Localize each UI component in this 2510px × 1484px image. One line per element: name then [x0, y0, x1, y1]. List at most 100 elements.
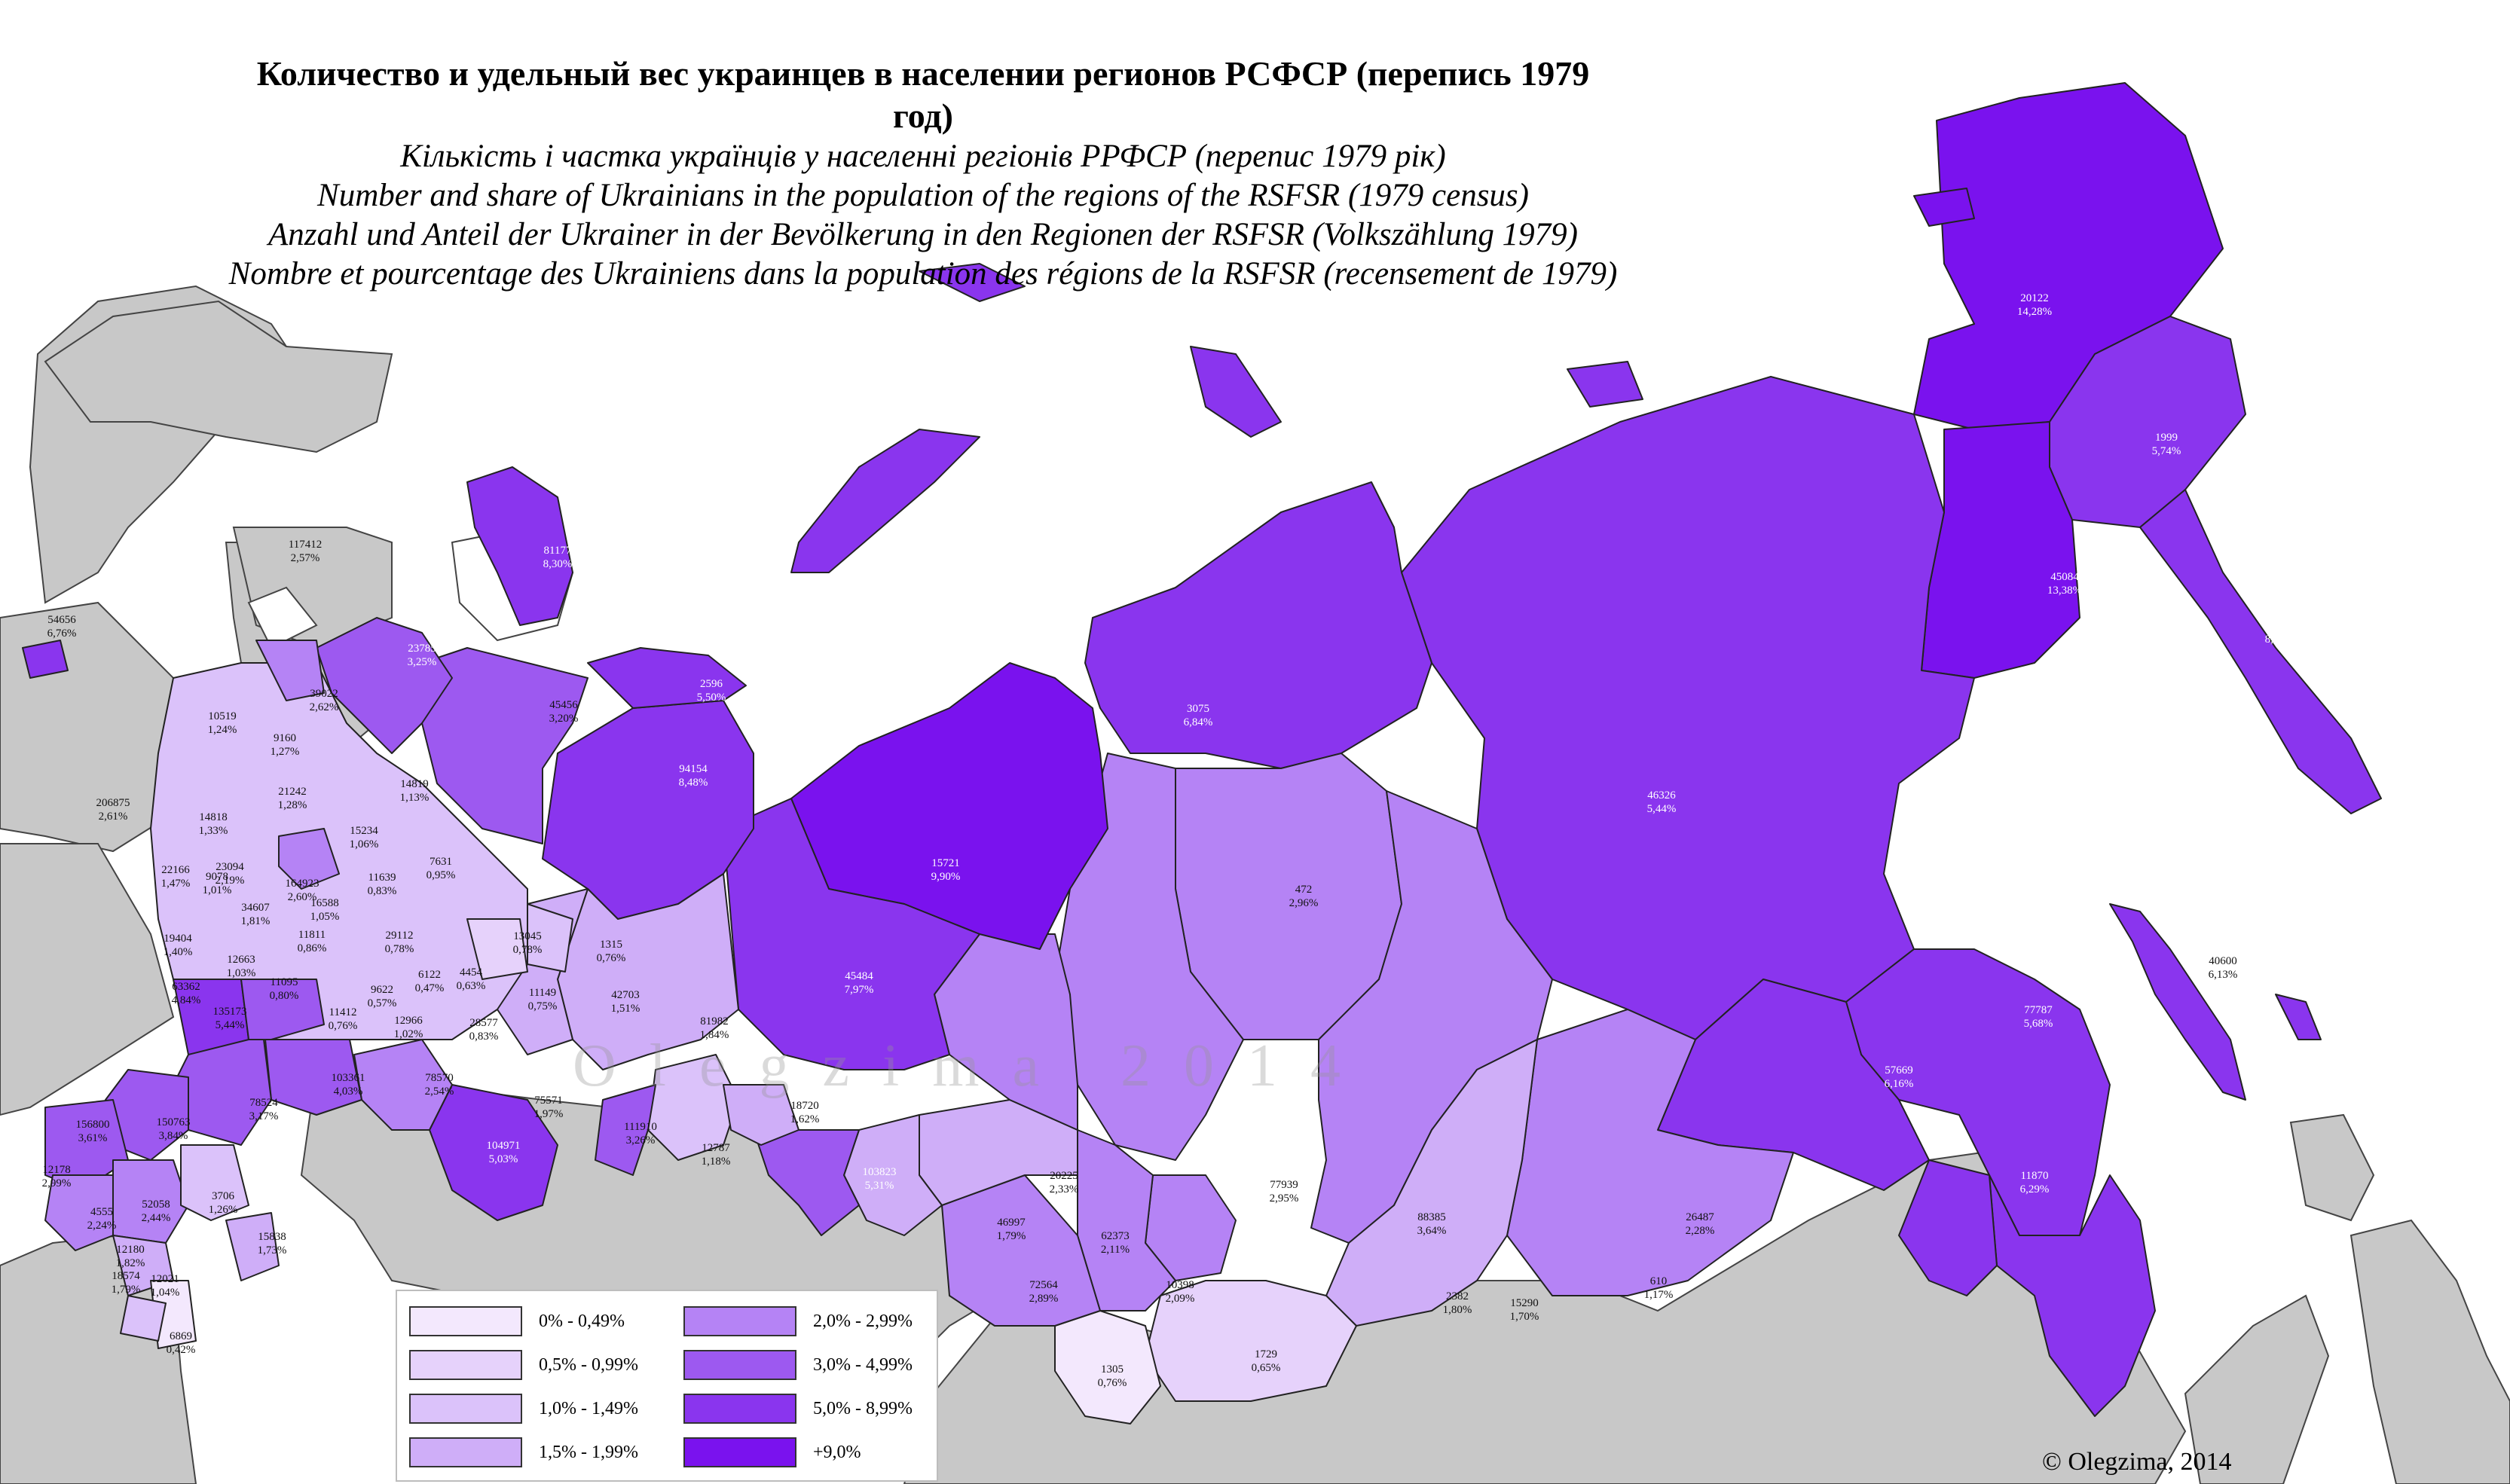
karelia-region [316, 617, 453, 754]
legend-item: 1,5% - 1,99% [409, 1436, 638, 1469]
region-count-label: 3075 [1187, 703, 1209, 715]
region-share-label: 0,80% [270, 990, 299, 1002]
severnaya-zemlya [1190, 346, 1282, 438]
north-caucasus-d [120, 1295, 167, 1342]
region-count-label: 28440 [2265, 620, 2294, 632]
region-share-label: 1,81% [241, 915, 271, 927]
region-share-label: 3,17% [249, 1110, 279, 1122]
magadan-ext [1845, 948, 2111, 1236]
region-count-label: 117412 [289, 539, 322, 551]
region-share-label: 6,16% [1885, 1078, 1914, 1090]
region-share-label: 9,90% [931, 871, 961, 883]
region-count-label: 9622 [371, 984, 393, 996]
tyumen-south-region [753, 1129, 860, 1236]
region-count-label: 15838 [258, 1231, 286, 1243]
novaya-zemlya [790, 429, 980, 573]
region-count-label: 2382 [1446, 1290, 1469, 1302]
udmurtia-region [527, 903, 573, 973]
new-siberian-islands [1567, 361, 1643, 408]
north-caucasus-a [44, 1174, 114, 1251]
region-count-label: 12787 [702, 1142, 730, 1154]
region-share-label: 1,79% [997, 1230, 1026, 1242]
title-ukrainian: Кількість і частка українців у населенні… [400, 139, 1446, 174]
khabarovsk-south-region [1989, 1174, 2156, 1417]
region-count-label: 40600 [2209, 955, 2237, 967]
arkhangelsk-region [421, 647, 589, 844]
region-count-label: 206875 [96, 797, 130, 809]
region-count-label: 1729 [1255, 1348, 1277, 1360]
region-share-label: 1,01% [203, 884, 232, 896]
legend-swatch [683, 1350, 796, 1380]
region-count-label: 62373 [1101, 1230, 1130, 1242]
region-count-label: 1315 [600, 939, 622, 951]
region-count-label: 111910 [624, 1121, 657, 1133]
watermark: Olegzima 2014 [573, 1033, 1374, 1099]
region-share-label: 1,06% [350, 838, 379, 850]
region-count-label: 4555 [90, 1206, 113, 1218]
region-count-label: 12178 [42, 1164, 71, 1176]
region-share-label: 2,62% [310, 701, 339, 713]
region-share-label: 1,73% [258, 1244, 287, 1257]
legend-item: 3,0% - 4,99% [683, 1348, 913, 1382]
region-share-label: 0,83% [368, 885, 397, 897]
region-count-label: 54656 [47, 614, 76, 626]
region-count-label: 11149 [529, 987, 556, 999]
region-count-label: 9160 [274, 732, 296, 744]
khanty-region [723, 798, 980, 1070]
taimyr-region [1084, 481, 1432, 769]
legend-label: +9,0% [813, 1442, 861, 1462]
region-share-label: 4,84% [172, 994, 201, 1006]
region-count-label: 88385 [1417, 1211, 1446, 1223]
leningrad-region [255, 640, 325, 701]
region-share-label: 2,28% [1686, 1225, 1715, 1237]
region-share-label: 1,02% [394, 1028, 423, 1040]
region-count-label: 103361 [332, 1072, 365, 1084]
region-count-label: 29112 [386, 930, 414, 942]
region-share-label: 3,61% [78, 1132, 108, 1144]
region-share-label: 3,64% [1417, 1225, 1447, 1237]
region-share-label: 1,97% [534, 1108, 564, 1120]
region-share-label: 6,76% [47, 627, 77, 640]
region-count-label: 15234 [350, 825, 378, 837]
region-share-label: 2,33% [1050, 1183, 1079, 1195]
region-share-label: 0,76% [1098, 1377, 1127, 1389]
legend-swatch [683, 1306, 796, 1336]
region-count-label: 104971 [487, 1140, 521, 1152]
region-count-label: 45484 [845, 970, 873, 982]
region-share-label: 1,80% [1443, 1304, 1472, 1316]
region-share-label: 0,78% [385, 943, 414, 955]
region-count-label: 472 [1295, 884, 1313, 896]
legend-label: 5,0% - 8,99% [813, 1398, 913, 1418]
region-count-label: 11639 [368, 872, 396, 884]
region-count-label: 10398 [1166, 1279, 1194, 1291]
tuva-region [1145, 1280, 1357, 1402]
region-share-label: 0,42% [167, 1344, 196, 1356]
region-share-label: 1,82% [116, 1257, 145, 1269]
murmansk-region [466, 466, 573, 626]
region-share-label: 2,96% [1289, 897, 1319, 909]
title-russian: Количество и удельный вес украинцев в на… [256, 54, 1590, 135]
region-share-label: 1,24% [208, 724, 237, 736]
region-count-label: 34607 [241, 902, 270, 914]
region-count-label: 10519 [208, 710, 237, 722]
region-count-label: 22166 [161, 864, 190, 876]
region-count-label: 1999 [2155, 432, 2178, 444]
legend-item: +9,0% [683, 1436, 861, 1469]
region-count-label: 72564 [1029, 1279, 1058, 1291]
region-count-label: 45084 [2050, 571, 2079, 583]
altai-krai-region [941, 1174, 1101, 1327]
region-share-label: 6,13% [2209, 969, 2238, 981]
region-share-label: 4,03% [334, 1086, 363, 1098]
region-share-label: 5,44% [216, 1019, 245, 1031]
region-share-label: 1,03% [227, 967, 256, 979]
region-share-label: 0,57% [368, 997, 397, 1009]
region-count-label: 42703 [611, 989, 640, 1001]
region-share-label: 5,74% [2152, 445, 2181, 457]
region-share-label: 2,44% [142, 1212, 171, 1224]
region-share-label: 1,79% [112, 1284, 141, 1296]
region-count-label: 14818 [199, 811, 228, 823]
region-count-label: 11811 [298, 929, 326, 941]
region-share-label: 2,95% [1270, 1192, 1299, 1205]
